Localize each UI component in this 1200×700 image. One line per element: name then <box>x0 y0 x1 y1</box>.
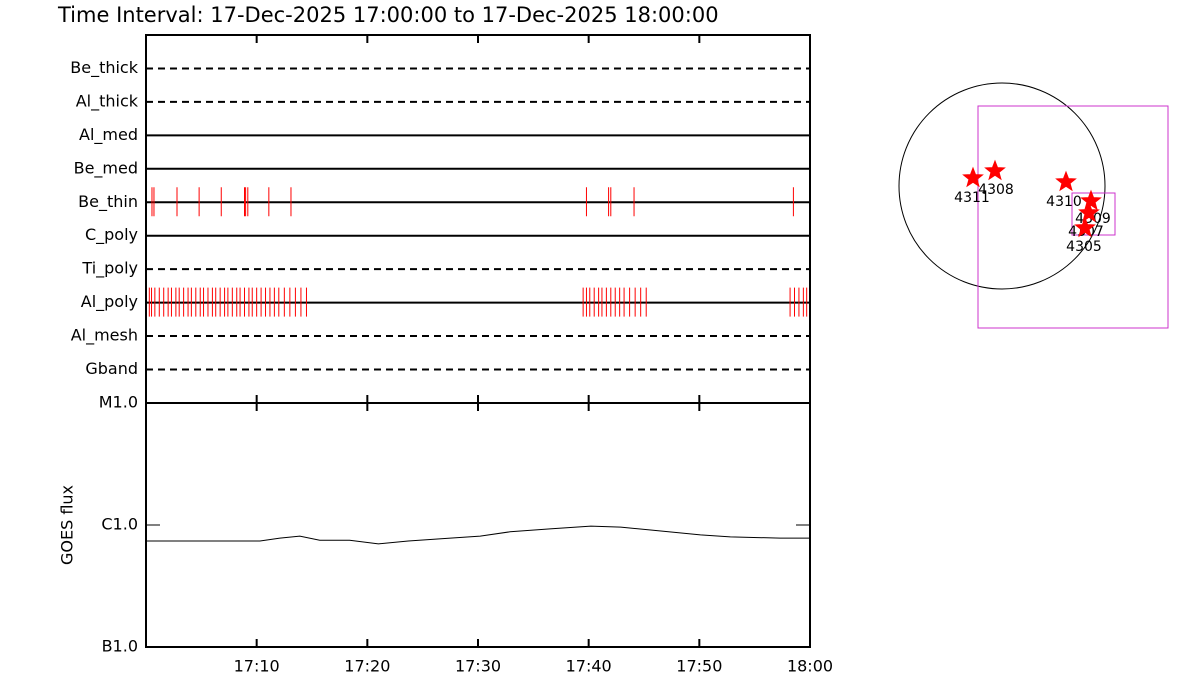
ar-star <box>1055 170 1077 192</box>
event-frame <box>145 34 811 404</box>
ar-label: 4305 <box>1066 239 1102 255</box>
fov-box-small <box>1071 192 1116 236</box>
row-label: C_poly <box>85 225 138 245</box>
ar-label: 4311 <box>954 190 990 206</box>
row-label: Be_med <box>74 158 138 178</box>
x-tick-label: 17:30 <box>455 657 501 676</box>
y-axis-label: GOES flux <box>58 485 77 565</box>
y-tick-label: C1.0 <box>101 515 138 534</box>
row-label: Be_thick <box>70 58 138 78</box>
x-tick-label: 18:00 <box>787 657 833 676</box>
x-tick-label: 17:20 <box>344 657 390 676</box>
row-label: Be_thin <box>78 192 138 212</box>
y-tick-label: M1.0 <box>99 393 138 412</box>
x-tick-label: 17:50 <box>676 657 722 676</box>
x-tick-label: 17:40 <box>566 657 612 676</box>
goes-line <box>146 525 810 545</box>
x-tick-label: 17:10 <box>234 657 280 676</box>
fov-box <box>977 105 1169 329</box>
title: Time Interval: 17-Dec-2025 17:00:00 to 1… <box>57 3 719 27</box>
ar-star <box>962 166 984 188</box>
row-label: Al_poly <box>81 292 138 312</box>
ar-star <box>984 159 1006 181</box>
ar-star <box>1078 201 1100 223</box>
row-label: Gband <box>85 359 138 378</box>
solar-disk <box>898 82 1106 290</box>
row-label: Al_mesh <box>71 326 138 346</box>
y-tick-label: B1.0 <box>102 637 138 656</box>
row-label: Al_med <box>79 125 138 145</box>
row-label: Al_thick <box>76 91 139 111</box>
ar-label: 4308 <box>978 182 1014 198</box>
ar-star <box>1074 216 1096 238</box>
goes-frame <box>145 402 811 648</box>
ar-label: 4310 <box>1046 194 1082 210</box>
ar-star <box>1080 189 1102 211</box>
row-label: Ti_poly <box>81 259 138 279</box>
